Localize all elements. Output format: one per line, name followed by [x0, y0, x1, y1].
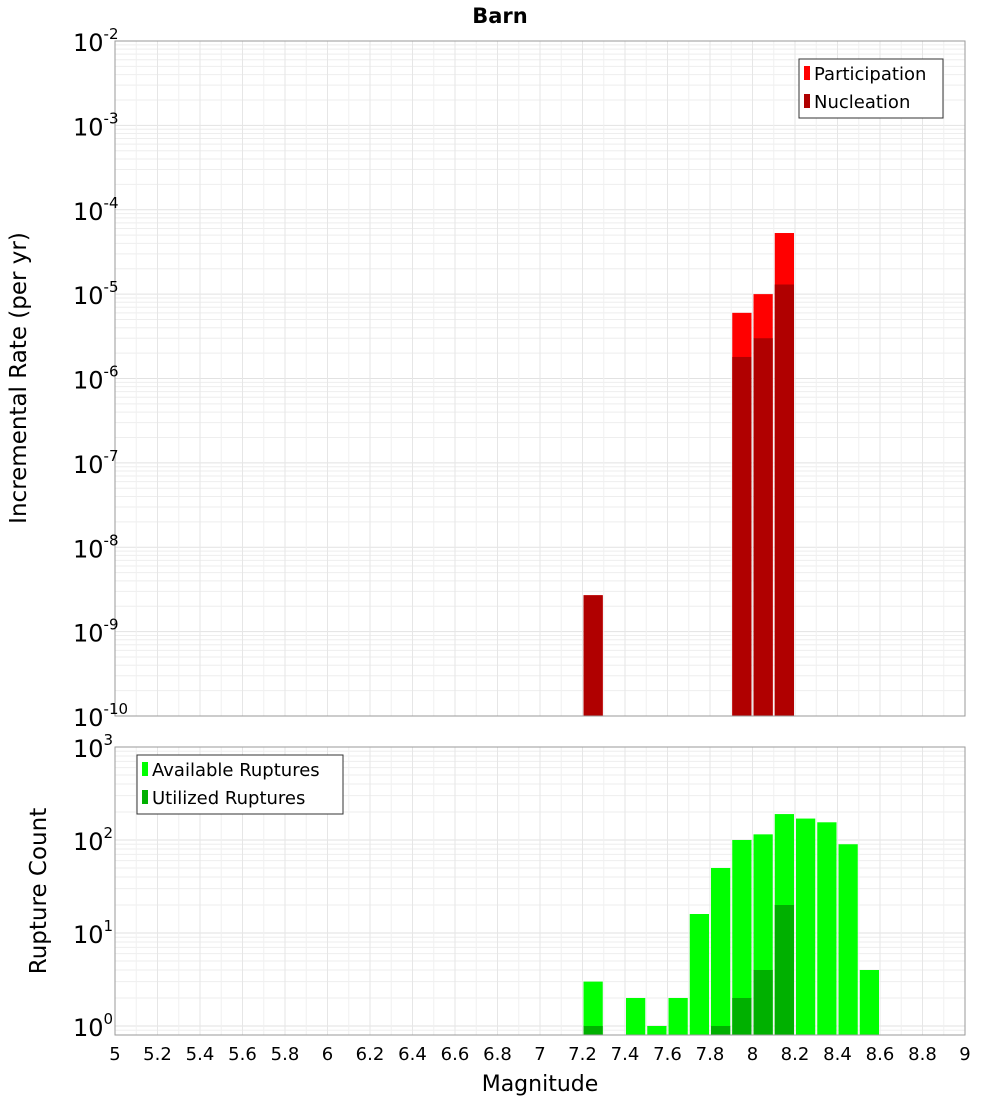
- legend-label-participation: Participation: [814, 64, 926, 85]
- plot-frame: [114, 40, 966, 717]
- x-tick-label: 5.2: [143, 1044, 172, 1065]
- bar-utilized-ruptures: [753, 969, 773, 1035]
- bar-available-ruptures: [583, 981, 603, 1035]
- bar-utilized-ruptures: [732, 997, 752, 1035]
- bar-available-ruptures: [711, 867, 731, 1035]
- bar-available-ruptures: [859, 969, 879, 1035]
- legend-label-available-ruptures: Available Ruptures: [152, 760, 320, 781]
- bars: [583, 233, 794, 716]
- bar-available-ruptures: [689, 914, 709, 1035]
- legend-label-nucleation: Nucleation: [814, 92, 910, 113]
- y-tick-label: 10-9: [73, 616, 119, 648]
- x-tick-labels: 5 5.2 5.4 5.6 5.8 6 6.2 6.4 6.6 6.8 7 7.2 7.4 7.6 7.8 8…: [109, 1044, 970, 1065]
- y-tick-label: 101: [73, 917, 113, 949]
- x-tick-label: 6.4: [398, 1044, 427, 1065]
- bar-nucleation: [753, 338, 773, 716]
- bar-nucleation: [774, 284, 794, 716]
- x-tick-label: 5.8: [271, 1044, 300, 1065]
- y-tick-label: 100: [73, 1010, 113, 1042]
- bar-utilized-ruptures: [583, 1025, 603, 1035]
- grid: [114, 746, 966, 1035]
- y-tick-label: 10-4: [73, 194, 119, 226]
- bar-available-ruptures: [796, 818, 816, 1035]
- x-tick-label: 6.6: [441, 1044, 470, 1065]
- y-tick-label: 10-2: [73, 25, 119, 57]
- bars: [583, 814, 879, 1035]
- x-tick-label: 8.2: [781, 1044, 810, 1065]
- y-tick-label: 10-8: [73, 531, 119, 563]
- legend-box: [136, 754, 344, 815]
- top-y-axis-label: Incremental Rate (per yr): [6, 232, 32, 524]
- x-tick-label: 6.2: [356, 1044, 385, 1065]
- legend-label-utilized-ruptures: Utilized Ruptures: [152, 788, 305, 809]
- legend: Participation Nucleation: [798, 58, 944, 119]
- bar-available-ruptures: [668, 997, 688, 1035]
- x-tick-label: 7.8: [696, 1044, 725, 1065]
- bar-available-ruptures: [838, 844, 858, 1035]
- legend-swatch-available-ruptures: [142, 762, 148, 776]
- bar-available-ruptures: [732, 839, 752, 1035]
- chart-panel-count: 100 101 102 103 Available Ruptures Utilized R…: [73, 731, 971, 1065]
- y-tick-label: 10-3: [73, 109, 119, 141]
- legend-swatch-participation: [804, 66, 810, 80]
- legend-swatch-utilized-ruptures: [142, 790, 148, 804]
- x-tick-label: 8.8: [908, 1044, 937, 1065]
- bar-available-ruptures: [647, 1025, 667, 1035]
- y-tick-label: 10-10: [73, 700, 128, 732]
- x-tick-label: 8: [747, 1044, 758, 1065]
- x-tick-label: 6: [322, 1044, 333, 1065]
- x-tick-label: 8.4: [823, 1044, 852, 1065]
- x-tick-label: 7: [534, 1044, 545, 1065]
- y-tick-label: 10-5: [73, 278, 119, 310]
- plot-frame: [114, 746, 966, 1036]
- x-tick-label: 7.4: [611, 1044, 640, 1065]
- bar-available-ruptures: [626, 997, 646, 1035]
- x-tick-label: 5.4: [186, 1044, 215, 1065]
- legend: Available Ruptures Utilized Ruptures: [136, 754, 344, 815]
- x-tick-label: 5: [109, 1044, 120, 1065]
- x-tick-label: 8.6: [866, 1044, 895, 1065]
- x-tick-label: 5.6: [228, 1044, 257, 1065]
- x-tick-label: 7.2: [568, 1044, 597, 1065]
- y-tick-label: 102: [73, 824, 113, 856]
- y-tick-label: 10-7: [73, 447, 119, 479]
- chart-title: Barn: [472, 4, 527, 28]
- bar-utilized-ruptures: [774, 904, 794, 1035]
- bar-nucleation: [732, 356, 752, 716]
- y-tick-labels: 100 101 102 103: [73, 731, 113, 1042]
- bar-nucleation: [583, 595, 603, 716]
- legend-swatch-nucleation: [804, 94, 810, 108]
- y-tick-label: 103: [73, 731, 113, 763]
- x-tick-label: 9: [959, 1044, 970, 1065]
- legend-box: [798, 58, 944, 119]
- bar-utilized-ruptures: [711, 1025, 731, 1035]
- bottom-y-axis-label: Rupture Count: [26, 808, 52, 974]
- x-tick-label: 7.6: [653, 1044, 682, 1065]
- x-axis-label: Magnitude: [482, 1072, 599, 1097]
- bar-available-ruptures: [817, 822, 837, 1035]
- grid: [114, 40, 966, 717]
- y-tick-label: 10-6: [73, 363, 119, 395]
- chart-panel-rate: 10-10 10-9 10-8 10-7 10-6 10-5 10-4 10-3 10-2 Par…: [73, 25, 966, 732]
- x-tick-label: 6.8: [483, 1044, 512, 1065]
